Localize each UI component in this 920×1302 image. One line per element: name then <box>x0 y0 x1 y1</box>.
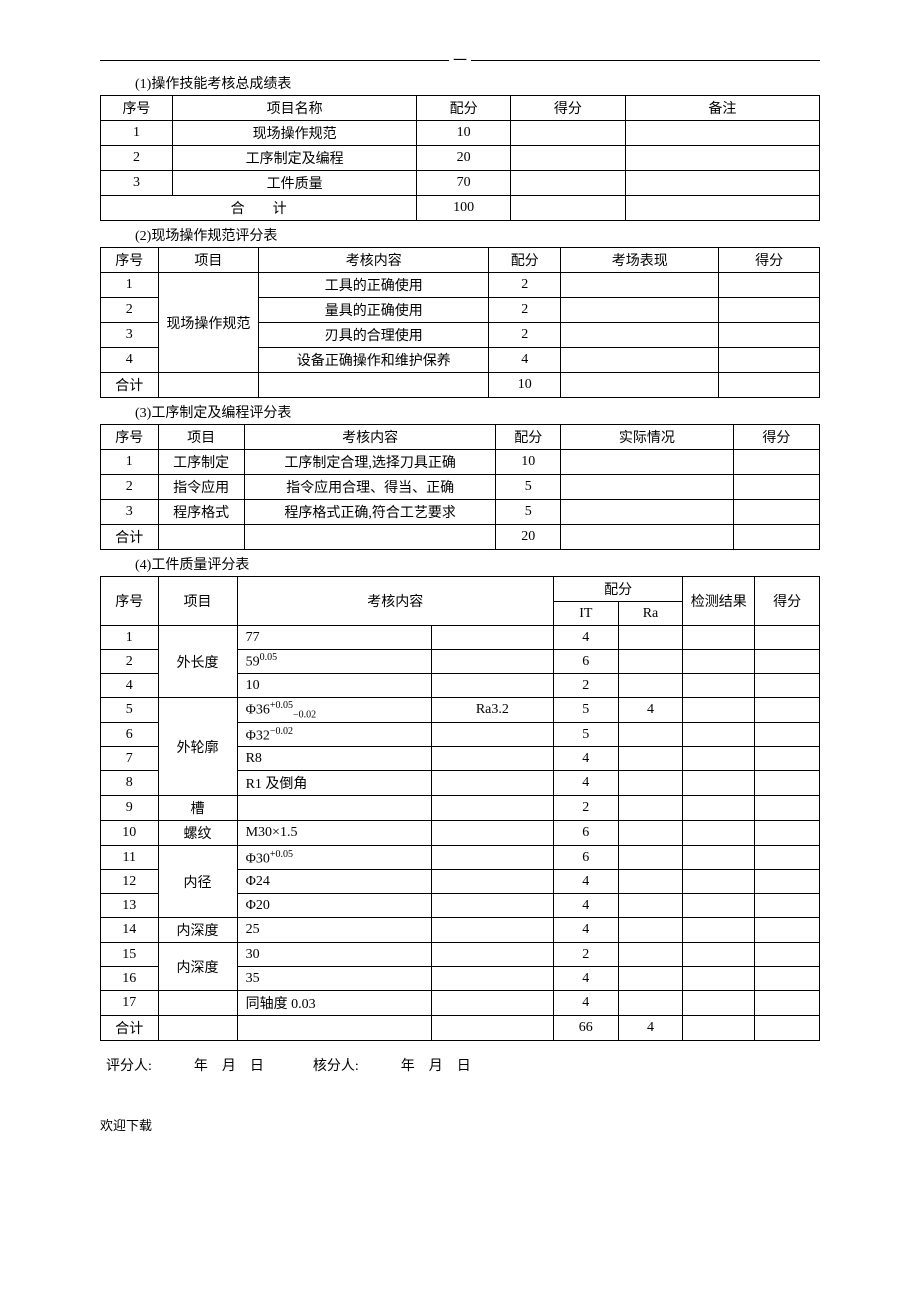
footer-text: 欢迎下载 <box>100 1115 820 1134</box>
table-row: 合计10 <box>101 373 820 398</box>
cell-32: Φ32−0.02 <box>237 723 431 747</box>
scorer-label: 评分人: <box>106 1055 152 1075</box>
signature-row: 评分人: 年 月 日 核分人: 年 月 日 <box>100 1055 820 1075</box>
table-row: 序号 项目名称 配分 得分 备注 <box>101 96 820 121</box>
table1: 序号 项目名称 配分 得分 备注 1现场操作规范10 2工序制定及编程20 3工… <box>100 95 820 221</box>
table-row: 序号 项目 考核内容 配分 实际情况 得分 <box>101 425 820 450</box>
checker-label: 核分人: <box>313 1055 359 1075</box>
table-row: 1外长度774 <box>101 626 820 650</box>
col-header: 序号 <box>101 96 173 121</box>
table-row: 合计20 <box>101 525 820 550</box>
table-row: 3工件质量70 <box>101 171 820 196</box>
cell-30: Φ30+0.05 <box>237 846 431 870</box>
section4-title: (4)工件质量评分表 <box>100 554 820 574</box>
total-label: 合 计 <box>101 196 417 221</box>
table-row: 11内径Φ30+0.056 <box>101 846 820 870</box>
table-row: 17同轴度 0.034 <box>101 991 820 1016</box>
table-row: 9槽2 <box>101 796 820 821</box>
section2-title: (2)现场操作规范评分表 <box>100 225 820 245</box>
table-row: 合 计100 <box>101 196 820 221</box>
table-row: 1现场操作规范工具的正确使用2 <box>101 273 820 298</box>
table-row: 1工序制定工序制定合理,选择刀具正确10 <box>101 450 820 475</box>
table-row: 序号 项目 考核内容 配分 检测结果 得分 <box>101 577 820 602</box>
table2: 序号 项目 考核内容 配分 考场表现 得分 1现场操作规范工具的正确使用2 2量… <box>100 247 820 398</box>
table-row: 5外轮廓Φ36+0.05−0.02Ra3.254 <box>101 698 820 723</box>
table-row: 15内深度302 <box>101 943 820 967</box>
group-cell: 现场操作规范 <box>158 273 259 373</box>
table3: 序号 项目 考核内容 配分 实际情况 得分 1工序制定工序制定合理,选择刀具正确… <box>100 424 820 550</box>
table-row: 合计664 <box>101 1016 820 1041</box>
col-header: 配分 <box>417 96 510 121</box>
cell-36: Φ36+0.05−0.02 <box>237 698 431 723</box>
col-header: 项目名称 <box>172 96 416 121</box>
col-header: 备注 <box>625 96 819 121</box>
table-row: 序号 项目 考核内容 配分 考场表现 得分 <box>101 248 820 273</box>
table4: 序号 项目 考核内容 配分 检测结果 得分 IT Ra 1外长度774 2590… <box>100 576 820 1041</box>
table-row: 3程序格式程序格式正确,符合工艺要求5 <box>101 500 820 525</box>
table-row: 10螺纹M30×1.56 <box>101 821 820 846</box>
section3-title: (3)工序制定及编程评分表 <box>100 402 820 422</box>
table-row: 14内深度254 <box>101 918 820 943</box>
table-row: 2指令应用指令应用合理、得当、正确5 <box>101 475 820 500</box>
cell-59: 590.05 <box>237 650 431 674</box>
top-rule <box>100 60 820 61</box>
section1-title: (1)操作技能考核总成绩表 <box>100 73 820 93</box>
table-row: 1现场操作规范10 <box>101 121 820 146</box>
col-header: 得分 <box>510 96 625 121</box>
table-row: 2工序制定及编程20 <box>101 146 820 171</box>
